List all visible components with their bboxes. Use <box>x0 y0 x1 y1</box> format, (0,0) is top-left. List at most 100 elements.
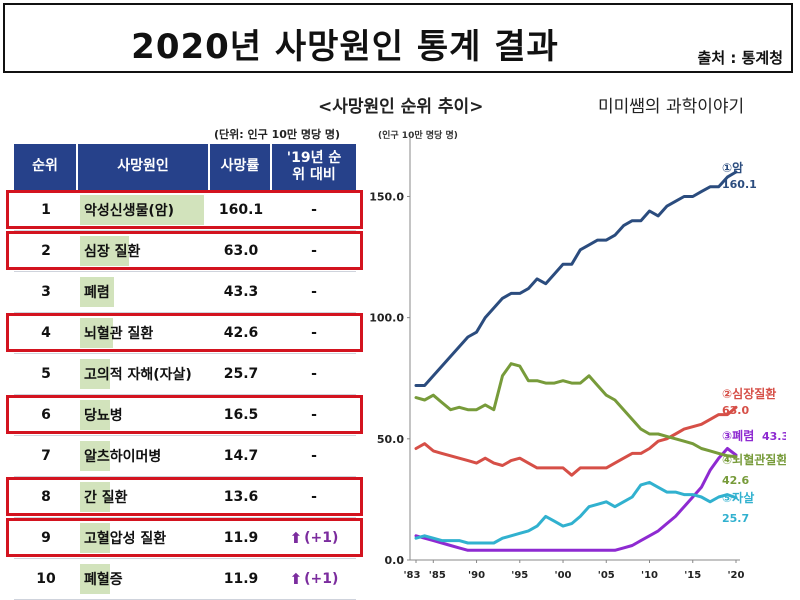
cause-cell: 악성신생물(암) <box>78 190 210 230</box>
comparison-value: - <box>311 489 317 505</box>
rate-cell: 11.9 <box>223 530 259 546</box>
series-value-label: 43.3 <box>762 430 786 443</box>
cause-name: 악성신생물(암) <box>84 203 175 219</box>
table-row: 4 뇌혈관 질환 42.6 - <box>6 313 363 354</box>
row-highlight-box <box>6 477 363 516</box>
cause-cell: 당뇨병 <box>78 395 210 435</box>
x-tick-label: '85 <box>429 570 446 581</box>
cause-cell: 고의적 자해(자살) <box>78 354 210 394</box>
rate-bar <box>80 523 110 553</box>
header-cause: 사망원인 <box>78 144 210 190</box>
rank-cell: 5 <box>41 366 51 382</box>
comparison-value: (+1) <box>304 530 339 546</box>
series-value-label: 63.0 <box>722 404 749 417</box>
comparison-cell: - <box>272 477 356 517</box>
table-row: 5 고의적 자해(자살) 25.7 - <box>14 354 356 395</box>
series-name-label: ③폐렴 <box>722 428 754 443</box>
table-row: 3 폐렴 43.3 - <box>14 272 356 313</box>
cause-name: 당뇨병 <box>84 408 123 424</box>
table-row: 6 당뇨병 16.5 - <box>6 395 363 436</box>
rate-bar <box>80 236 129 266</box>
comparison-value: - <box>311 284 317 300</box>
series-line-2 <box>414 405 738 477</box>
page-title: 2020년 사망원인 통계 결과 <box>131 27 559 67</box>
table-row: 9 고혈압성 질환 11.9 ⬆ (+1) <box>6 518 363 559</box>
trend-line-chart: 0.0 50.0 100.0 150.0 '83 '85 '90 '95 '00 '05 '10 '1… <box>370 138 786 581</box>
header-comparison: '19년 순위 대비 <box>272 144 356 190</box>
rank-cell: 9 <box>41 530 51 546</box>
rate-bar <box>80 441 110 471</box>
series-value-label: 42.6 <box>722 474 749 487</box>
table-row: 8 간 질환 13.6 - <box>6 477 363 518</box>
y-tick-label: 50.0 <box>377 433 404 446</box>
cause-name: 알츠하이머병 <box>84 449 162 465</box>
comparison-cell: - <box>272 231 356 271</box>
rate-cell: 63.0 <box>223 243 259 259</box>
x-tick-label: '10 <box>641 570 658 581</box>
rank-cell: 10 <box>36 571 56 587</box>
comparison-value: - <box>311 448 317 464</box>
rate-bar <box>80 195 204 225</box>
cause-cell: 고혈압성 질환 <box>78 518 210 558</box>
cause-name: 폐렴 <box>84 285 110 301</box>
table-body: 1 악성신생물(암) 160.1 - 2 심장 질환 63.0 - 3 폐렴 43.3 - 4 뇌혈관 질… <box>6 190 363 600</box>
comparison-value: - <box>311 243 317 259</box>
chart-unit-label: (인구 10만 명당 명) <box>378 131 458 141</box>
rank-cell: 4 <box>41 325 51 341</box>
x-tick-label: '90 <box>468 570 485 581</box>
y-tick-label: 0.0 <box>385 554 405 567</box>
rate-bar <box>80 318 113 348</box>
y-tick-label: 100.0 <box>370 312 404 325</box>
comparison-cell: - <box>272 272 356 312</box>
cause-cell: 폐렴 <box>78 272 210 312</box>
blog-label: 미미쌤의 과학이야기 <box>598 97 745 117</box>
series-value-label: 25.7 <box>722 512 749 525</box>
comparison-cell: - <box>272 190 356 230</box>
rank-cell: 2 <box>41 243 51 259</box>
row-highlight-box <box>6 313 363 352</box>
table-header: 순위 사망원인 사망률 '19년 순위 대비 <box>14 144 356 190</box>
table-row: 2 심장 질환 63.0 - <box>6 231 363 272</box>
up-arrow-icon: ⬆ <box>289 570 303 588</box>
series-name-label: ②심장질환 <box>722 386 776 401</box>
series-value-label: 160.1 <box>722 178 757 191</box>
series-line-1 <box>414 170 738 387</box>
rate-cell: 42.6 <box>223 325 259 341</box>
rate-bar <box>80 400 110 430</box>
rate-bar <box>80 482 110 512</box>
row-highlight-box <box>6 231 363 270</box>
rate-bar <box>80 359 110 389</box>
comparison-cell: - <box>272 313 356 353</box>
source-label: 출처 : 통계청 <box>697 49 783 67</box>
rate-bar <box>80 564 110 594</box>
row-highlight-box <box>6 518 363 557</box>
series-line-3 <box>414 447 738 552</box>
row-highlight-box <box>6 190 363 229</box>
cause-name: 뇌혈관 질환 <box>84 326 154 342</box>
cause-cell: 뇌혈관 질환 <box>78 313 210 353</box>
up-arrow-icon: ⬆ <box>289 529 303 547</box>
cause-name: 간 질환 <box>84 490 128 506</box>
series-name-label: ④뇌혈관질환 <box>722 452 786 467</box>
comparison-value: - <box>311 202 317 218</box>
y-tick-label: 150.0 <box>370 190 404 203</box>
rate-cell: 14.7 <box>223 448 259 464</box>
table-row: 7 알츠하이머병 14.7 - <box>14 436 356 477</box>
rank-cell: 6 <box>41 407 51 423</box>
cause-name: 심장 질환 <box>84 244 141 260</box>
cause-name: 고의적 자해(자살) <box>84 367 192 383</box>
row-highlight-box <box>6 395 363 434</box>
series-name-label: ⑤자살 <box>722 490 754 505</box>
rate-cell: 25.7 <box>223 366 259 382</box>
cause-cell: 심장 질환 <box>78 231 210 271</box>
rate-cell: 13.6 <box>223 489 259 505</box>
cause-cell: 폐혈증 <box>78 559 210 599</box>
rank-cell: 1 <box>41 202 51 218</box>
cause-cell: 간 질환 <box>78 477 210 517</box>
comparison-cell: ⬆ (+1) <box>272 559 356 599</box>
header-rank: 순위 <box>14 144 78 190</box>
cause-cell: 알츠하이머병 <box>78 436 210 476</box>
rank-cell: 7 <box>41 448 51 464</box>
x-tick-label: '05 <box>598 570 615 581</box>
x-tick-label: '20 <box>728 570 745 581</box>
